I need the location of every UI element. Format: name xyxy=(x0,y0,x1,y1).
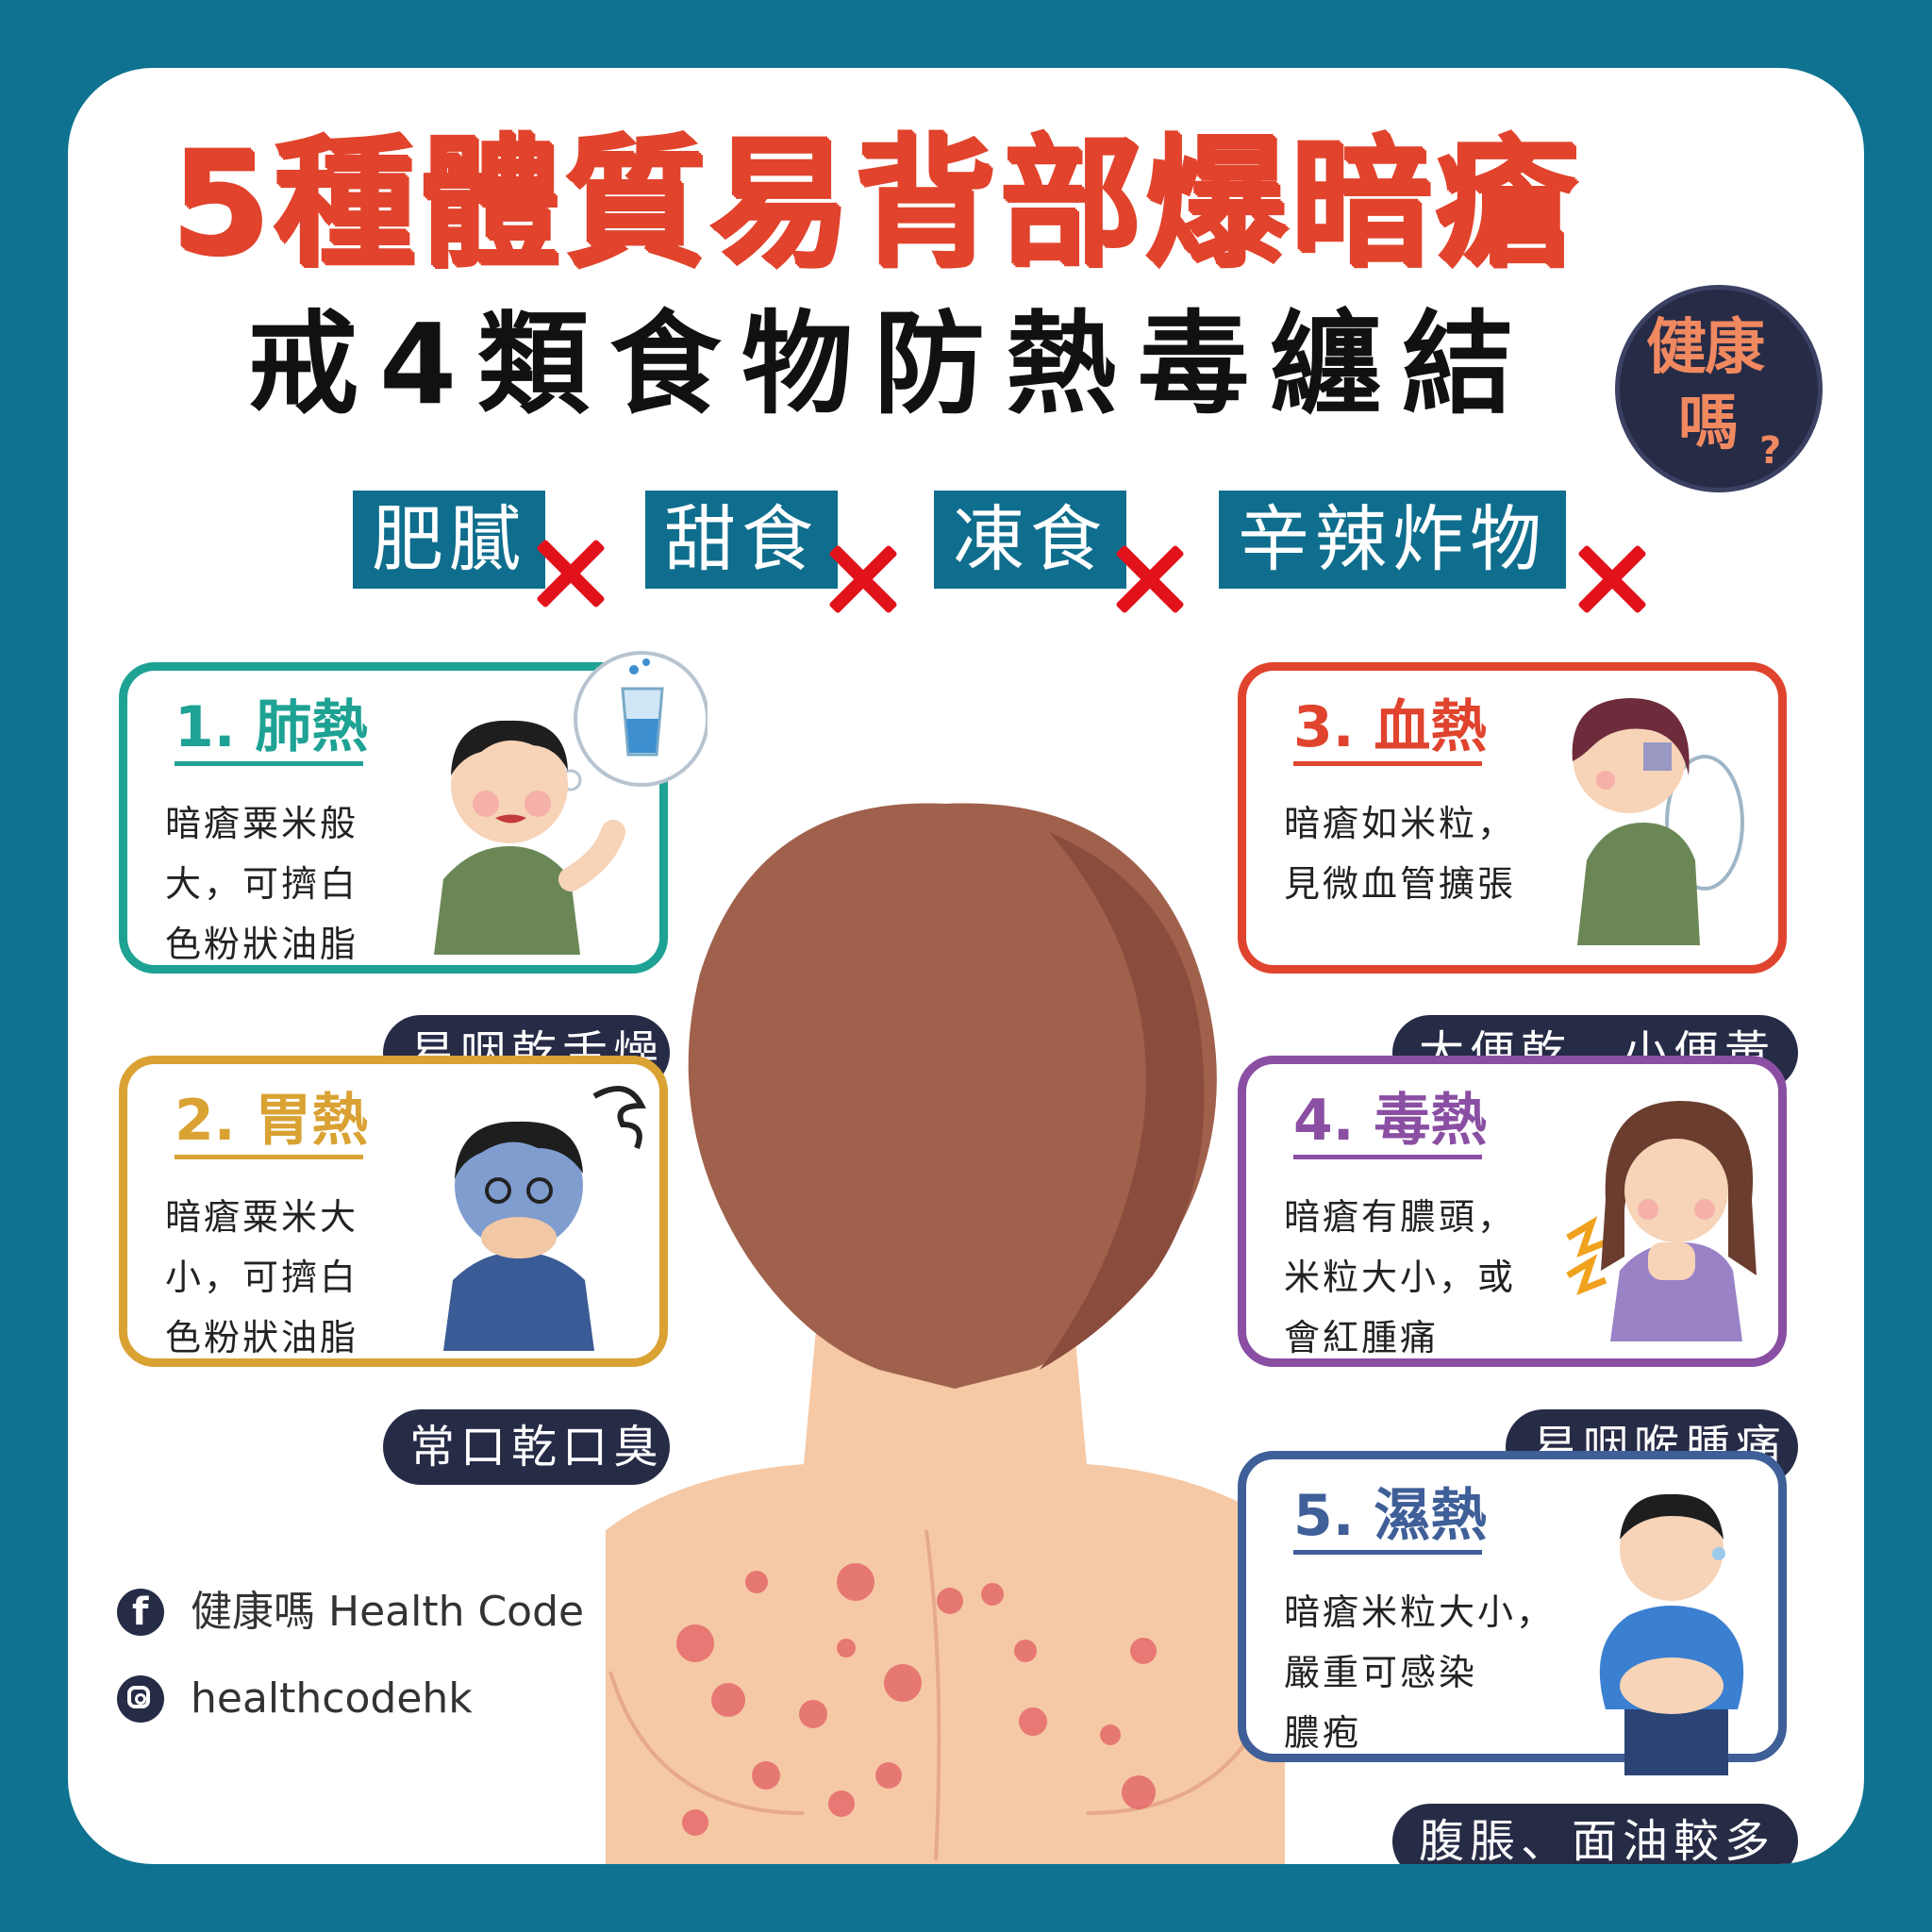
bad-breath-boy-icon xyxy=(443,1086,646,1351)
food-tag-spicy-fried: 辛辣炸物 xyxy=(1219,491,1566,589)
bloated-man-icon xyxy=(1599,1493,1744,1775)
cross-icon xyxy=(528,530,613,615)
logo-text-line1: 健康 xyxy=(1646,313,1765,383)
symptom-pill: 常口乾口臭 xyxy=(383,1409,670,1485)
infographic-card: 5種體質易背部爆暗瘡 戒4類食物防熱毒纏結 健康 嗎 ? 肥膩 甜食 凍食 辛辣… xyxy=(68,68,1864,1864)
heading-underline xyxy=(175,761,363,766)
type-description: 暗瘡有膿頭， 米粒大小，或 會紅腫痛 xyxy=(1284,1187,1516,1368)
facebook-icon[interactable]: f xyxy=(117,1589,164,1636)
acne-spots xyxy=(676,1563,1157,1836)
hair-shape xyxy=(688,803,1217,1389)
description-line: 暗瘡有膿頭， xyxy=(1284,1196,1517,1238)
type-heading: 3. 血熱 xyxy=(1293,694,1488,760)
description-line: 暗瘡粟米般 xyxy=(165,803,359,844)
instagram-handle[interactable]: healthcodehk xyxy=(191,1674,473,1723)
description-line: 色粉狀油脂 xyxy=(165,924,359,965)
type-heading: 5. 濕熱 xyxy=(1293,1483,1488,1549)
cross-icon xyxy=(1108,536,1192,621)
heading-underline xyxy=(1293,1550,1482,1555)
type-card-damp-heat: 5. 濕熱 暗瘡米粒大小， 嚴重可感染 膿疱 xyxy=(1238,1451,1787,1762)
type-card-lung-heat: 1. 肺熱 暗瘡粟米般 大，可擠白 色粉狀油脂 xyxy=(119,662,668,974)
food-tag-cold-food: 凍食 xyxy=(934,491,1126,589)
type-heading: 4. 毒熱 xyxy=(1293,1088,1488,1154)
food-tag-greasy: 肥膩 xyxy=(353,491,545,589)
logo-text-line2: 嗎 xyxy=(1678,389,1739,458)
type-heading: 2. 胃熱 xyxy=(175,1088,369,1154)
page-subtitle: 戒4類食物防熱毒纏結 xyxy=(247,299,1535,429)
description-line: 米粒大小，或 xyxy=(1284,1257,1517,1298)
heading-underline xyxy=(1293,761,1482,766)
description-line: 暗瘡如米粒， xyxy=(1284,803,1517,844)
logo-question-mark: ? xyxy=(1759,429,1782,473)
description-line: 暗瘡粟米大 xyxy=(165,1196,359,1238)
description-line: 膿疱 xyxy=(1284,1712,1362,1754)
toilet-woman-icon xyxy=(1572,698,1744,945)
food-tag-sweets: 甜食 xyxy=(645,491,838,589)
description-line: 色粉狀油脂 xyxy=(165,1317,359,1358)
sore-throat-woman-icon xyxy=(1566,1101,1757,1341)
back-acne-illustration xyxy=(606,803,1285,1864)
type-description: 暗瘡粟米般 大，可擠白 色粉狀油脂 xyxy=(165,793,358,974)
hair-shadow xyxy=(1040,832,1205,1370)
back-skin-shape xyxy=(606,1257,1285,1864)
heading-underline xyxy=(175,1155,363,1159)
type-description: 暗瘡米粒大小， 嚴重可感染 膿疱 xyxy=(1284,1582,1555,1763)
cross-icon xyxy=(1570,536,1655,621)
type-heading: 1. 肺熱 xyxy=(175,694,369,760)
symptom-pill: 腹脹、面油較多 xyxy=(1392,1804,1798,1864)
dry-mouth-boy-icon xyxy=(434,651,708,955)
type-description: 暗瘡粟米大 小，可擠白 色粉狀油脂 xyxy=(165,1187,358,1368)
instagram-icon[interactable] xyxy=(117,1675,164,1723)
heading-underline xyxy=(1293,1155,1482,1159)
brand-logo: 健康 嗎 ? xyxy=(1615,285,1823,492)
description-line: 大，可擠白 xyxy=(165,863,359,905)
description-line: 嚴重可感染 xyxy=(1284,1652,1478,1693)
description-line: 會紅腫痛 xyxy=(1284,1317,1440,1358)
page-title: 5種體質易背部爆暗瘡 xyxy=(172,123,1582,287)
cross-icon xyxy=(821,536,906,621)
facebook-page-name[interactable]: 健康嗎 Health Code xyxy=(191,1588,585,1636)
description-line: 見微血管擴張 xyxy=(1284,863,1517,905)
description-line: 暗瘡米粒大小， xyxy=(1284,1591,1556,1633)
spine-line xyxy=(924,1529,941,1861)
shoulder-line-left xyxy=(608,1671,805,1815)
type-description: 暗瘡如米粒， 見微血管擴張 xyxy=(1284,793,1516,914)
description-line: 小，可擠白 xyxy=(165,1257,359,1298)
